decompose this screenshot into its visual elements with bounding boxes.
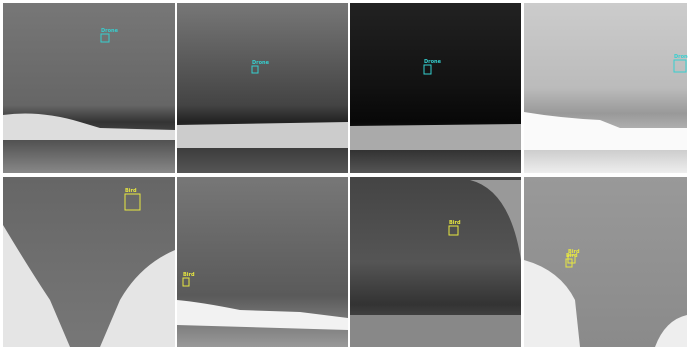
backgrounds: [3, 3, 687, 347]
trees: [524, 260, 687, 347]
bounding-box: [182, 277, 190, 287]
harbor: [350, 315, 521, 347]
bounding-box: [673, 59, 687, 73]
bounding-box: [124, 193, 141, 211]
detection-label: Bird: [449, 220, 461, 226]
detection-label: Drone: [674, 54, 688, 60]
bounding-box: [423, 64, 432, 75]
panel: [3, 3, 175, 173]
bounding-box: [100, 33, 110, 43]
detection-label: Drone: [424, 59, 442, 65]
treeline: [3, 113, 175, 140]
trees: [3, 225, 175, 347]
detection-label: Bird: [125, 188, 137, 194]
detection-label: Bird: [183, 272, 195, 278]
treeline: [177, 122, 348, 148]
detection-label: Bird: [566, 253, 578, 259]
bounding-box: [448, 225, 459, 236]
detection-label: Drone: [101, 28, 119, 34]
cloud: [470, 180, 521, 260]
bounding-box: [251, 65, 259, 74]
detection-label: Drone: [252, 60, 270, 66]
bounding-box: [567, 254, 576, 264]
detection-label: Bird: [568, 249, 580, 255]
shore: [177, 300, 348, 330]
treeline: [350, 124, 521, 150]
treeline: [524, 112, 687, 150]
detections: DroneDroneDroneDroneBirdBirdBirdBirdBird: [100, 28, 688, 287]
